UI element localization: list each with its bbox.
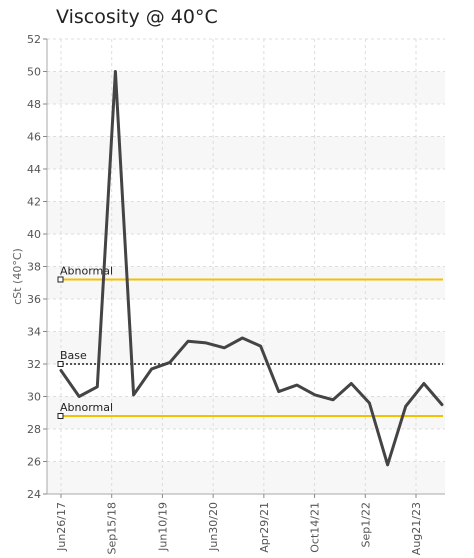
plot-band: [47, 331, 445, 364]
reference-marker: [57, 361, 64, 367]
y-tick-label: 52: [27, 33, 41, 46]
x-tick-label: Jun26/17: [55, 502, 68, 552]
y-tick-label: 30: [27, 391, 41, 404]
plot-bands: [47, 39, 445, 494]
x-tick-label: Jun10/19: [156, 502, 169, 552]
plot-band: [47, 396, 445, 429]
reference-marker: [57, 413, 64, 419]
reference-label: Abnormal: [60, 401, 113, 414]
y-tick-label: 40: [27, 228, 41, 241]
plot-band: [47, 169, 445, 202]
plot-band: [47, 136, 445, 169]
y-tick-label: 26: [27, 456, 41, 469]
y-tick-label: 28: [27, 423, 41, 436]
y-axis-ticks: 24 26 28 30 32 34 36 38 40 42 44 46 48 50 52: [27, 33, 47, 501]
x-tick-label: Aug21/23: [410, 502, 423, 555]
plot-band: [47, 39, 445, 72]
y-axis-label: cSt (40°C): [11, 248, 24, 305]
x-tick-label: Sep15/18: [106, 502, 119, 554]
x-tick-label: Apr29/21: [258, 502, 271, 553]
y-tick-label: 42: [27, 196, 41, 209]
y-tick-label: 36: [27, 293, 41, 306]
plot-band: [47, 461, 445, 494]
plot-band: [47, 71, 445, 104]
x-tick-label: Sep1/22: [359, 502, 372, 547]
plot-band: [47, 299, 445, 332]
y-tick-label: 38: [27, 261, 41, 274]
y-tick-label: 44: [27, 163, 41, 176]
y-tick-label: 48: [27, 98, 41, 111]
plot-band: [47, 234, 445, 267]
x-tick-label: Jun30/20: [207, 502, 220, 552]
reference-marker: [57, 276, 64, 283]
reference-label: Abnormal: [60, 265, 113, 278]
plot-band: [47, 364, 445, 397]
plot-band: [47, 201, 445, 234]
reference-lines: Abnormal Base Abnormal: [57, 265, 443, 419]
plot-band: [47, 104, 445, 137]
reference-label: Base: [60, 349, 87, 362]
y-tick-label: 34: [27, 326, 41, 339]
series-group: [59, 70, 444, 467]
x-tick-label: Oct14/21: [309, 502, 322, 553]
plot-band: [47, 266, 445, 299]
grid-lines: [47, 38, 445, 495]
y-tick-label: 32: [27, 358, 41, 371]
chart-title: Viscosity @ 40°C: [56, 6, 218, 28]
y-tick-label: 46: [27, 131, 41, 144]
y-tick-label: 24: [27, 488, 41, 501]
series-line: [59, 70, 444, 467]
x-axis-ticks: Jun26/17 Sep15/18 Jun10/19 Jun30/20 Apr29/21…: [55, 494, 423, 555]
y-tick-label: 50: [27, 66, 41, 79]
